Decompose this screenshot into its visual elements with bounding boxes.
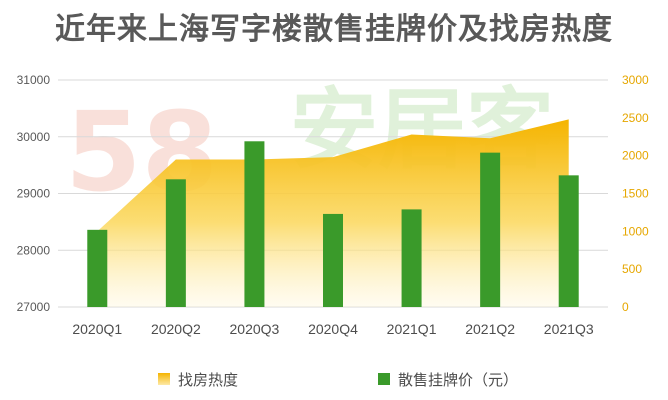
y-left-tick-label: 31000 (17, 73, 51, 87)
series-area-findhouse (97, 119, 569, 307)
legend-label-bar: 散售挂牌价（元） (398, 371, 518, 389)
y-left-tick-label: 29000 (17, 187, 51, 201)
x-tick-label: 2021Q1 (387, 321, 437, 337)
y-left-tick-label: 27000 (17, 300, 51, 314)
x-tick-label: 2020Q2 (151, 321, 201, 337)
x-tick-label: 2020Q1 (72, 321, 122, 337)
series-area-layer (97, 119, 569, 307)
y-axis-right: 0 500 1000 1500 2000 2500 3000 (622, 73, 649, 314)
y-left-tick-label: 30000 (17, 130, 51, 144)
bar-2020Q1 (87, 229, 108, 307)
y-right-tick-label: 2000 (622, 149, 649, 163)
bar-2020Q4 (323, 213, 343, 307)
bar-2021Q2 (480, 152, 501, 307)
y-right-tick-label: 0 (622, 300, 629, 314)
x-tick-label: 2021Q2 (465, 321, 515, 337)
bar-2020Q3 (244, 141, 265, 307)
y-right-tick-label: 3000 (622, 73, 649, 87)
legend-swatch-bar (378, 373, 390, 385)
y-right-tick-label: 500 (622, 262, 642, 276)
chart-title: 近年来上海写字楼散售挂牌价及找房热度 (55, 12, 613, 47)
series-bar-layer (87, 141, 579, 307)
y-axis-left: 27000 28000 29000 30000 31000 (17, 73, 51, 314)
x-tick-label: 2020Q3 (230, 321, 280, 337)
y-left-tick-label: 28000 (17, 243, 51, 257)
bar-2021Q3 (558, 175, 579, 307)
bar-2021Q1 (401, 209, 422, 307)
legend-swatch-area (158, 373, 170, 385)
y-right-tick-label: 2500 (622, 111, 649, 125)
y-right-tick-label: 1500 (622, 187, 649, 201)
x-tick-label: 2020Q4 (308, 321, 358, 337)
x-axis: 2020Q1 2020Q2 2020Q3 2020Q4 2021Q1 2021Q2 2021… (72, 321, 593, 337)
bar-2020Q2 (165, 179, 186, 307)
legend-label-area: 找房热度 (178, 371, 238, 389)
x-tick-label: 2021Q3 (544, 321, 594, 337)
legend: 找房热度 散售挂牌价（元） (158, 371, 518, 389)
y-right-tick-label: 1000 (622, 224, 649, 238)
